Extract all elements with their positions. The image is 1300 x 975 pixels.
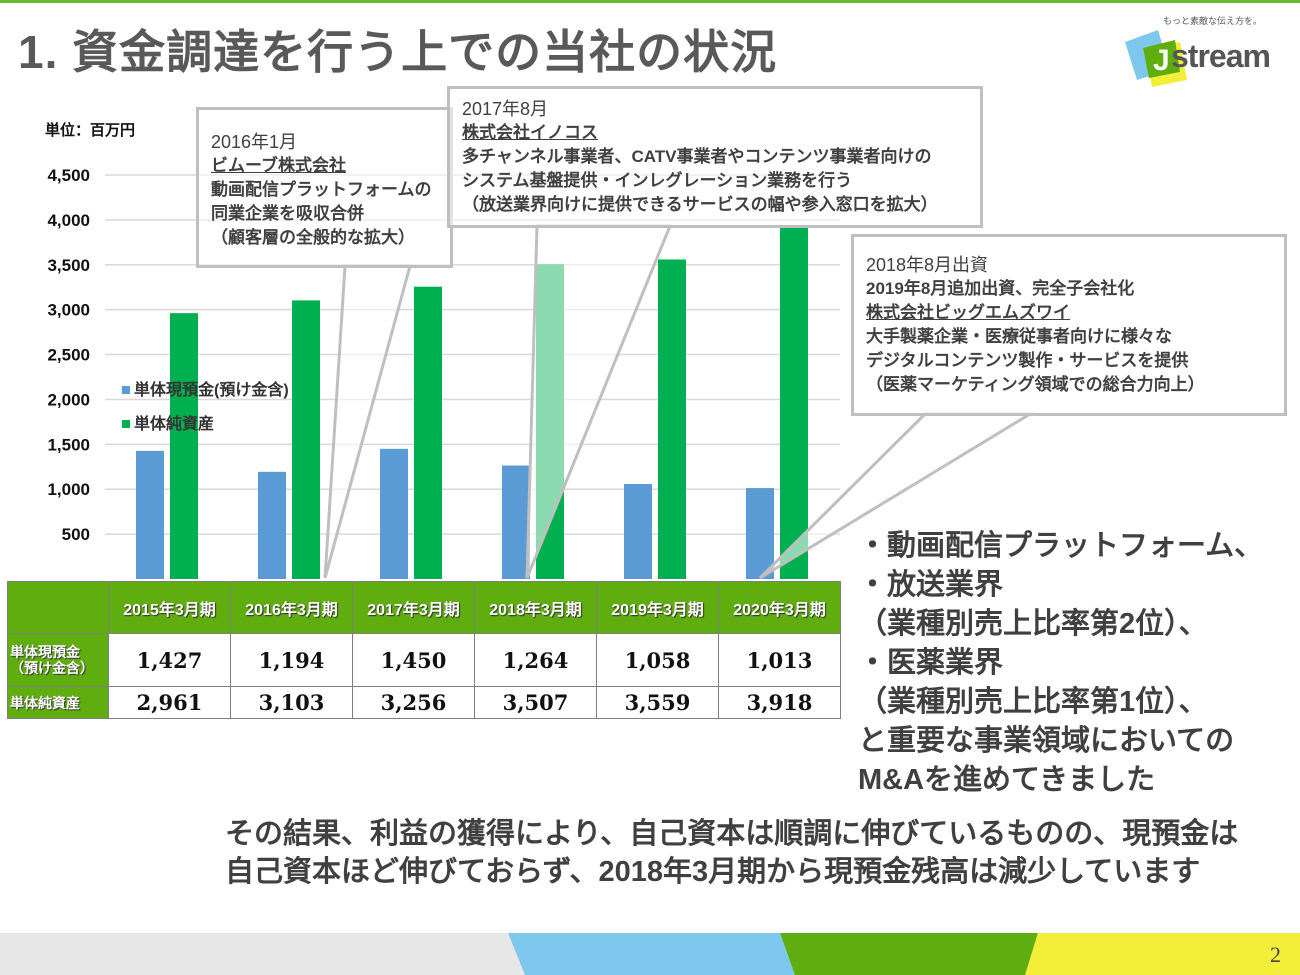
y-tick-label: 500	[62, 525, 90, 544]
callout-line: （顧客層の全般的な拡大）	[211, 228, 415, 247]
callout-line: 動画配信プラットフォームの	[211, 180, 432, 199]
col-header: 2015年3月期	[108, 581, 231, 634]
cash-bar	[746, 488, 774, 579]
callout-company: ビムーブ株式会社	[211, 156, 346, 175]
row-label: 単体純資産	[7, 686, 109, 719]
callout-company: 株式会社ビッグエムズワイ	[866, 303, 1070, 322]
col-header: 2017年3月期	[352, 581, 475, 634]
callout-company: 株式会社イノコス	[462, 123, 598, 142]
summary-line: その結果、利益の獲得により、自己資本は順調に伸びているものの、現預金は	[225, 818, 1239, 850]
jstream-logo: もっと素敵な伝え方を。 J stream	[1125, 15, 1271, 87]
legend-swatch	[122, 420, 130, 428]
y-tick-label: 1,500	[47, 435, 90, 454]
cell: 3,256	[352, 686, 475, 719]
bullet-line: ・放送業界	[858, 569, 1004, 601]
legend-label: 単体純資産	[134, 414, 214, 433]
row-label-line: 単体現預金	[10, 644, 80, 660]
cell: 3,103	[230, 686, 353, 719]
bullet-line: （業種別売上比率第2位）、	[858, 608, 1208, 640]
col-header: 2020年3月期	[718, 581, 841, 634]
page-number: 2	[1270, 942, 1281, 967]
col-header: 2019年3月期	[596, 581, 719, 634]
callout-bigemsway: 2018年8月出資 2019年8月追加出資、完全子会社化 株式会社ビッグエムズワ…	[851, 234, 1287, 416]
bullet-text: ・動画配信プラットフォーム、 ・放送業界 （業種別売上比率第2位）、 ・医薬業界…	[858, 527, 1263, 800]
cash-bar	[624, 484, 652, 579]
net-assets-bar	[780, 227, 808, 579]
cell: 2,961	[108, 686, 231, 719]
y-tick-label: 2,500	[47, 346, 90, 365]
cell: 1,013	[718, 633, 841, 687]
cell: 3,559	[596, 686, 719, 719]
callout-date: 2017年8月	[462, 99, 549, 119]
cell: 1,450	[352, 633, 475, 687]
cash-bar	[502, 465, 530, 579]
y-tick-label: 2,000	[47, 390, 90, 409]
row-label-line: （預け金含）	[10, 660, 94, 676]
summary-text: その結果、利益の獲得により、自己資本は順調に伸びているものの、現預金は 自己資本…	[225, 815, 1238, 891]
bullet-line: ・医薬業界	[858, 647, 1004, 679]
unit-label: 単位：百万円	[45, 122, 136, 139]
y-tick-label: 1,000	[47, 480, 90, 499]
bullet-line: M&Aを進めてきました	[858, 764, 1156, 796]
cell: 3,507	[474, 686, 597, 719]
svg-text:J: J	[1153, 44, 1170, 77]
net-assets-bar	[170, 313, 198, 579]
cash-bar	[380, 448, 408, 579]
top-accent-line	[0, 0, 1300, 3]
net-assets-bar	[292, 300, 320, 579]
table-corner	[7, 581, 109, 634]
cell: 1,264	[474, 633, 597, 687]
y-tick-label: 4,500	[47, 166, 90, 185]
y-tick-label: 4,000	[47, 211, 90, 230]
callout-pointer	[323, 264, 412, 579]
cash-bar	[258, 471, 286, 579]
y-tick-label: 3,000	[47, 301, 90, 320]
row-label: 単体現預金 （預け金含）	[7, 633, 109, 687]
cell: 3,918	[718, 686, 841, 719]
cell: 1,058	[596, 633, 719, 687]
data-table: 2015年3月期 2016年3月期 2017年3月期 2018年3月期 2019…	[7, 581, 841, 719]
net-assets-bar	[414, 286, 442, 579]
table-row: 単体現預金 （預け金含） 1,427 1,194 1,450 1,264 1,05…	[7, 633, 841, 687]
legend-swatch	[122, 386, 130, 394]
cell: 1,427	[108, 633, 231, 687]
summary-line: 自己資本ほど伸びておらず、2018年3月期から現預金残高は減少しています	[225, 856, 1201, 888]
callout-date: 2018年8月出資	[866, 255, 989, 275]
bullet-line: と重要な事業領域においての	[858, 725, 1235, 757]
callout-line: 大手製薬企業・医療従事者向けに様々な	[866, 327, 1172, 346]
callout-inocos: 2017年8月 株式会社イノコス 多チャンネル事業者、CATV事業者やコンテンツ…	[447, 86, 983, 228]
bullet-line: ・動画配信プラットフォーム、	[858, 530, 1264, 562]
callout-line: （医薬マーケティング領域での総合力向上）	[866, 375, 1205, 394]
callout-line: デジタルコンテンツ製作・サービスを提供	[866, 351, 1189, 370]
callout-line: （放送業界向けに提供できるサービスの幅や参入窓口を拡大）	[462, 195, 938, 214]
callout-date2: 2019年8月追加出資、完全子会社化	[866, 279, 1135, 298]
cell: 1,194	[230, 633, 353, 687]
callout-line: 同業企業を吸収合併	[211, 204, 364, 223]
legend-label: 単体現預金(預け金含)	[134, 380, 289, 399]
callout-pointer	[525, 224, 673, 579]
footer-band	[0, 933, 1300, 975]
callout-pointers	[323, 224, 1036, 580]
y-tick-label: 3,500	[47, 256, 90, 275]
col-header: 2018年3月期	[474, 581, 597, 634]
net-assets-bar	[658, 259, 686, 579]
svg-text:stream: stream	[1171, 38, 1270, 74]
bullet-line: （業種別売上比率第1位）、	[858, 686, 1208, 718]
cash-bar	[136, 450, 164, 579]
logo-tagline: もっと素敵な伝え方を。	[1163, 15, 1262, 26]
callout-bimove: 2016年1月 ビムーブ株式会社 動画配信プラットフォームの 同業企業を吸収合併…	[196, 107, 453, 268]
table-header-row: 2015年3月期 2016年3月期 2017年3月期 2018年3月期 2019…	[7, 581, 841, 634]
callout-line: システム基盤提供・インレグレーション業務を行う	[462, 171, 853, 190]
callout-line: 多チャンネル事業者、CATV事業者やコンテンツ事業者向けの	[462, 147, 932, 166]
callout-date: 2016年1月	[211, 132, 298, 152]
col-header: 2016年3月期	[230, 581, 353, 634]
slide-title: 1. 資金調達を行う上での当社の状況	[18, 26, 778, 78]
table-row: 単体純資産 2,961 3,103 3,256 3,507 3,559 3,91…	[7, 686, 841, 719]
